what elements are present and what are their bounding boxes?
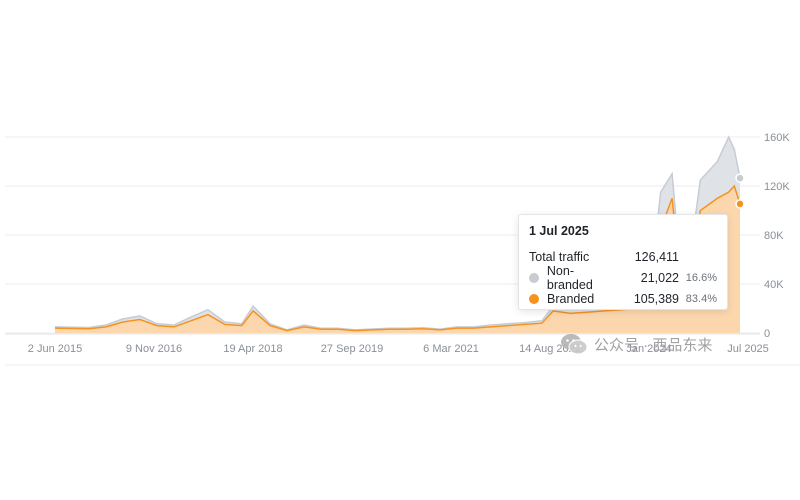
nonbranded-dot-icon	[529, 272, 539, 283]
tooltip-branded-pct: 83.4%	[685, 292, 717, 305]
tooltip-nonbranded-value: 21,022	[640, 270, 679, 285]
axes: 0 40K 80K 120K 160K 2 Jun 2015 9 Nov 2016 19 Ap…	[28, 132, 791, 355]
y-tick-label: 120K	[764, 181, 790, 193]
branded-hover-point	[735, 199, 745, 209]
tooltip-branded-value: 105,389	[633, 291, 679, 306]
watermark-text: 公众号 · 西品东来	[594, 336, 713, 354]
data-tooltip: 1 Jul 2025 Total traffic 126,411 Non-bra…	[518, 214, 728, 310]
y-tick-label: 40K	[764, 279, 784, 291]
y-tick-label: 160K	[764, 132, 790, 144]
branded-dot-icon	[529, 293, 539, 304]
x-tick-label: Jul 2025	[727, 343, 769, 355]
wechat-watermark: 公众号 · 西品东来	[560, 331, 712, 357]
tooltip-total-row: Total traffic 126,411	[529, 246, 717, 267]
tooltip-date: 1 Jul 2025	[529, 224, 589, 238]
y-tick-label: 80K	[764, 230, 784, 242]
tooltip-row-nonbranded: Non-branded 21,022 16.6%	[529, 264, 717, 292]
wechat-logo-icon	[561, 334, 588, 355]
tooltip-branded-label: Branded	[547, 291, 595, 306]
tooltip-total-value: 126,411	[634, 249, 679, 264]
y-tick-label: 0	[764, 328, 770, 340]
nonbranded-hover-point	[735, 173, 745, 183]
x-tick-label: 6 Mar 2021	[423, 343, 479, 355]
tooltip-row-branded: Branded 105,389 83.4%	[529, 288, 717, 309]
tooltip-total-label: Total traffic	[529, 249, 590, 264]
tooltip-nonbranded-label: Non-branded	[546, 263, 593, 292]
x-tick-label: 2 Jun 2015	[28, 343, 82, 355]
tooltip-nonbranded-pct: 16.6%	[685, 271, 717, 284]
x-tick-label: 19 Apr 2018	[223, 343, 282, 355]
x-tick-label: Jan 2024	[626, 343, 671, 355]
nonbranded-line	[54, 135, 741, 331]
x-tick-label: 9 Nov 2016	[126, 343, 182, 355]
gridlines	[5, 136, 800, 366]
x-tick-label: 27 Sep 2019	[321, 343, 383, 355]
